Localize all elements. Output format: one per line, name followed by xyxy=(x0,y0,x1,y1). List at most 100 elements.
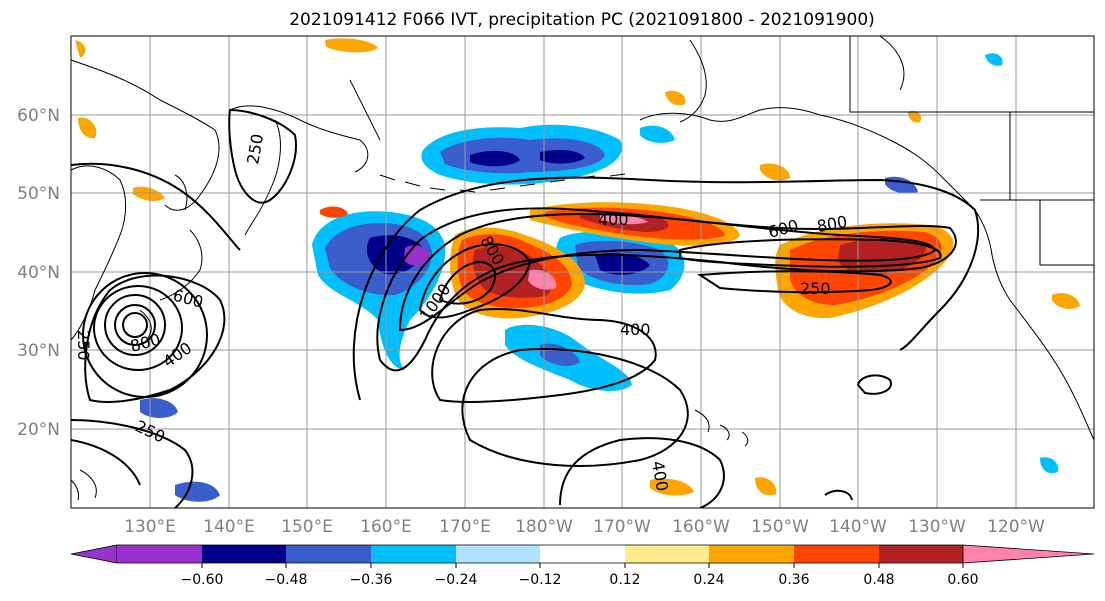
colorbar-segment xyxy=(879,545,963,563)
precip-region xyxy=(1040,457,1059,474)
colorbar-tick-label: −0.24 xyxy=(435,572,478,588)
contour-label: 250 xyxy=(74,330,93,361)
precip-region xyxy=(600,214,648,225)
coastline xyxy=(879,36,905,91)
contour-label: 400 xyxy=(598,210,629,229)
ivt-contour xyxy=(824,489,853,501)
map-panel: 250 400 600 800 1000 250 600 800 400 800… xyxy=(70,35,1095,509)
coastline xyxy=(349,79,381,141)
ivt-contour xyxy=(93,285,183,371)
coastline xyxy=(139,309,152,339)
latitude-label: 30°N xyxy=(17,341,60,361)
coastline xyxy=(679,39,707,123)
coastline xyxy=(79,469,97,499)
ivt-contour xyxy=(697,270,892,294)
ivt-contour xyxy=(104,294,166,356)
ivt-contour xyxy=(228,108,297,204)
precip-region xyxy=(540,150,585,164)
ivt-contour xyxy=(114,304,156,346)
latitude-label: 50°N xyxy=(17,184,60,204)
gridlines xyxy=(71,36,1094,508)
precip-region xyxy=(640,125,675,143)
colorbar-tick-label: 0.48 xyxy=(863,572,894,588)
colorbar-tick-label: 0.60 xyxy=(947,572,978,588)
latitude-label: 40°N xyxy=(17,263,60,283)
ivt-contour xyxy=(418,243,532,319)
longitude-label: 140°E xyxy=(203,517,255,537)
latitude-label: 60°N xyxy=(17,106,60,126)
precip-region xyxy=(908,110,922,123)
ivt-contours xyxy=(71,108,980,508)
colorbar-tick-label: 0.12 xyxy=(609,572,640,588)
coastline xyxy=(974,209,1094,441)
ivt-contour xyxy=(559,437,725,508)
hawaii-islands xyxy=(694,409,749,447)
coastline xyxy=(229,105,369,173)
precip-region xyxy=(528,269,557,290)
precip-region xyxy=(320,206,348,218)
ivt-contour xyxy=(856,374,892,395)
precip-region xyxy=(755,477,777,496)
precip-region xyxy=(78,117,97,139)
ivt-contour xyxy=(71,419,194,508)
ivt-contour xyxy=(431,308,657,404)
colorbar-segment xyxy=(117,545,202,563)
colorbar-segment xyxy=(202,545,286,563)
longitude-label: 130°W xyxy=(908,517,966,537)
coastline xyxy=(174,174,188,211)
longitude-label: 130°E xyxy=(124,517,176,537)
colorbar-extend-max xyxy=(962,544,1095,564)
colorbar-tick-label: −0.36 xyxy=(350,572,393,588)
longitude-label: 170°W xyxy=(593,517,651,537)
colorbar-tick-labels: −0.60 −0.48 −0.36 −0.24 −0.12 0.12 0.24 … xyxy=(181,572,979,588)
coastline xyxy=(639,107,976,211)
colorbar-tick-label: −0.12 xyxy=(519,572,562,588)
map-frame xyxy=(70,35,1095,509)
precip-region xyxy=(650,478,694,496)
colorbar-segment xyxy=(625,545,709,563)
precip-pc-shading xyxy=(75,38,1080,502)
precip-region xyxy=(175,481,220,502)
figure-title: 2021091412 F066 IVT, precipitation PC (2… xyxy=(289,10,875,30)
contour-label: 250 xyxy=(800,279,831,298)
longitude-label: 160°E xyxy=(360,517,412,537)
precip-region xyxy=(133,186,165,201)
coastline xyxy=(159,229,203,301)
longitude-labels: 130°E 140°E 150°E 160°E 170°E 180°W 170°… xyxy=(124,517,1045,537)
colorbar-segment xyxy=(456,545,540,563)
precip-region xyxy=(325,38,378,53)
ivt-contour xyxy=(461,348,689,467)
ivt-contour xyxy=(122,312,148,338)
colorbar-tick-label: −0.60 xyxy=(181,572,224,588)
colorbar-segment xyxy=(371,545,456,563)
precip-region xyxy=(470,150,520,167)
precip-region xyxy=(985,53,1003,66)
political-border xyxy=(849,36,1094,113)
ivt-contour xyxy=(679,238,942,268)
colorbar-segment xyxy=(540,545,625,563)
precip-region xyxy=(75,40,86,58)
colorbar-extend-min xyxy=(70,544,118,564)
longitude-label: 150°E xyxy=(281,517,333,537)
latitude-label: 20°N xyxy=(17,420,60,440)
ivt-contour xyxy=(438,260,497,305)
colorbar-segment xyxy=(794,545,879,563)
longitude-label: 170°E xyxy=(439,517,491,537)
ivt-contour xyxy=(84,274,226,403)
political-border xyxy=(1039,200,1094,266)
precip-region xyxy=(760,163,790,181)
coastline xyxy=(71,59,220,211)
colorbar-tick-label: −0.48 xyxy=(265,572,308,588)
colorbar-ticks xyxy=(201,563,964,568)
longitude-label: 150°W xyxy=(751,517,809,537)
longitude-label: 140°W xyxy=(829,517,887,537)
colorbar-tick-label: 0.36 xyxy=(778,572,809,588)
colorbar: −0.60 −0.48 −0.36 −0.24 −0.12 0.12 0.24 … xyxy=(70,544,1095,588)
longitude-label: 160°W xyxy=(672,517,730,537)
precip-region xyxy=(665,90,686,106)
coastline xyxy=(244,119,281,236)
longitude-label: 120°W xyxy=(987,517,1045,537)
colorbar-tick-label: 0.24 xyxy=(693,572,724,588)
colorbar-segment xyxy=(286,545,371,563)
